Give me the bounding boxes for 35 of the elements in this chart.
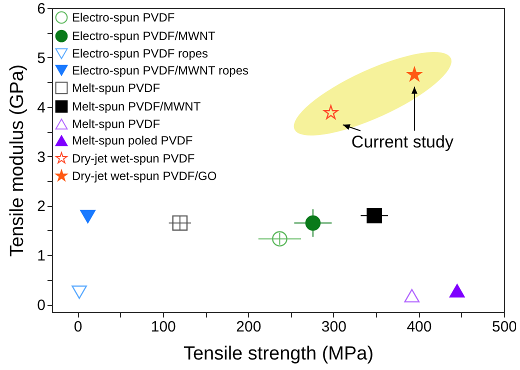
y-tick-label: 1 xyxy=(37,248,46,265)
x-tick-label: 0 xyxy=(74,318,82,336)
legend-label: Melt-spun poled PVDF xyxy=(72,134,193,148)
point xyxy=(324,105,338,120)
point xyxy=(80,210,96,224)
y-tick-label: 6 xyxy=(37,0,46,18)
legend-label: Melt-spun PVDF xyxy=(72,80,160,95)
legend-label: Electro-spun PVDF/MWNT xyxy=(72,29,216,44)
x-tick-label: 400 xyxy=(406,318,432,336)
x-axis-title: Tensile strength (MPa) xyxy=(183,344,374,364)
legend-label: Dry-jet wet-spun PVDF/GO xyxy=(72,168,217,183)
point xyxy=(172,215,188,231)
legend-label: Electro-spun PVDF xyxy=(72,10,175,24)
legend-label: Melt-spun PVDF xyxy=(72,117,160,132)
point xyxy=(272,231,288,246)
x-tick-label: 200 xyxy=(236,318,262,336)
y-tick-label: 4 xyxy=(37,99,46,116)
legend-label: Melt-spun PVDF/MWNT xyxy=(72,100,202,114)
point xyxy=(305,215,321,231)
y-tick-label: 3 xyxy=(37,148,46,166)
legend-label: Dry-jet wet-spun PVDF xyxy=(72,151,195,166)
point xyxy=(72,286,87,299)
y-tick-label: 0 xyxy=(37,297,46,314)
y-tick-label: 2 xyxy=(37,198,46,216)
y-axis-title: Tensile modulus (GPa) xyxy=(7,64,28,257)
x-tick-label: 300 xyxy=(321,318,346,336)
x-tick-label: 100 xyxy=(150,318,176,336)
point xyxy=(366,208,382,224)
legend-label: Electro-spun PVDF ropes xyxy=(72,46,208,61)
y-tick-label: 5 xyxy=(37,50,46,67)
point xyxy=(407,67,422,82)
point xyxy=(404,288,420,302)
legend-label: Electro-spun PVDF/MWNT ropes xyxy=(72,63,248,78)
annotation: Current study xyxy=(351,132,454,152)
point xyxy=(449,284,465,298)
